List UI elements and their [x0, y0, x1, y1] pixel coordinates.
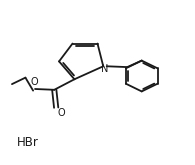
Text: O: O	[57, 108, 65, 118]
Text: HBr: HBr	[17, 136, 39, 149]
Text: O: O	[30, 77, 38, 87]
Text: N: N	[101, 64, 108, 74]
